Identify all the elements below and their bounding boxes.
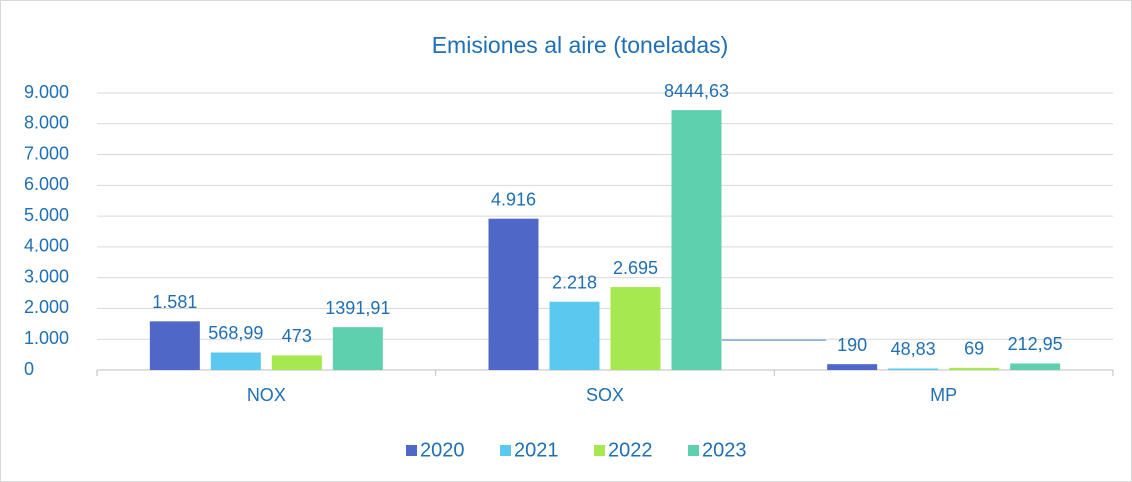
- legend-label: 2021: [514, 439, 559, 461]
- legend-label: 2023: [702, 439, 747, 461]
- y-tick-label: 6.000: [24, 174, 69, 194]
- bar: [271, 355, 322, 370]
- bar: [332, 327, 383, 370]
- y-tick-label: 4.000: [24, 236, 69, 256]
- bar: [549, 301, 600, 370]
- bar: [488, 218, 539, 370]
- bar: [888, 368, 939, 370]
- value-label: 190: [837, 335, 867, 355]
- x-tick-label: NOX: [247, 385, 286, 405]
- x-tick-label: MP: [930, 385, 957, 405]
- legend-swatch: [688, 445, 699, 456]
- legend-swatch: [500, 445, 511, 456]
- legend-label: 2020: [420, 439, 465, 461]
- value-label: 48,83: [891, 339, 936, 359]
- y-tick-label: 7.000: [24, 143, 69, 163]
- value-label: 2.695: [613, 258, 658, 278]
- value-label: 69: [964, 339, 984, 359]
- value-label: 1391,91: [325, 298, 390, 318]
- y-tick-label: 8.000: [24, 113, 69, 133]
- y-tick-label: 5.000: [24, 205, 69, 225]
- bar: [949, 367, 1000, 370]
- value-label: 1.581: [152, 292, 197, 312]
- bar: [149, 321, 200, 370]
- value-label: 473: [282, 326, 312, 346]
- legend-swatch: [594, 445, 605, 456]
- chart-title: Emisiones al aire (toneladas): [432, 32, 729, 58]
- bar: [1010, 363, 1061, 370]
- y-tick-label: 0: [24, 359, 34, 379]
- bar: [610, 287, 661, 370]
- bar: [210, 352, 261, 370]
- value-label: 4.916: [491, 189, 536, 209]
- bar: [827, 364, 878, 370]
- x-tick-label: SOX: [586, 385, 624, 405]
- y-tick-label: 9.000: [24, 82, 69, 102]
- y-tick-label: 2.000: [24, 297, 69, 317]
- legend-label: 2022: [608, 439, 653, 461]
- value-label: 568,99: [208, 323, 263, 343]
- value-label: 212,95: [1008, 334, 1063, 354]
- bar: [671, 110, 722, 371]
- y-tick-label: 3.000: [24, 266, 69, 286]
- y-tick-label: 1.000: [24, 328, 69, 348]
- legend-swatch: [406, 445, 417, 456]
- value-label: 8444,63: [664, 81, 729, 101]
- value-label: 2.218: [552, 272, 597, 292]
